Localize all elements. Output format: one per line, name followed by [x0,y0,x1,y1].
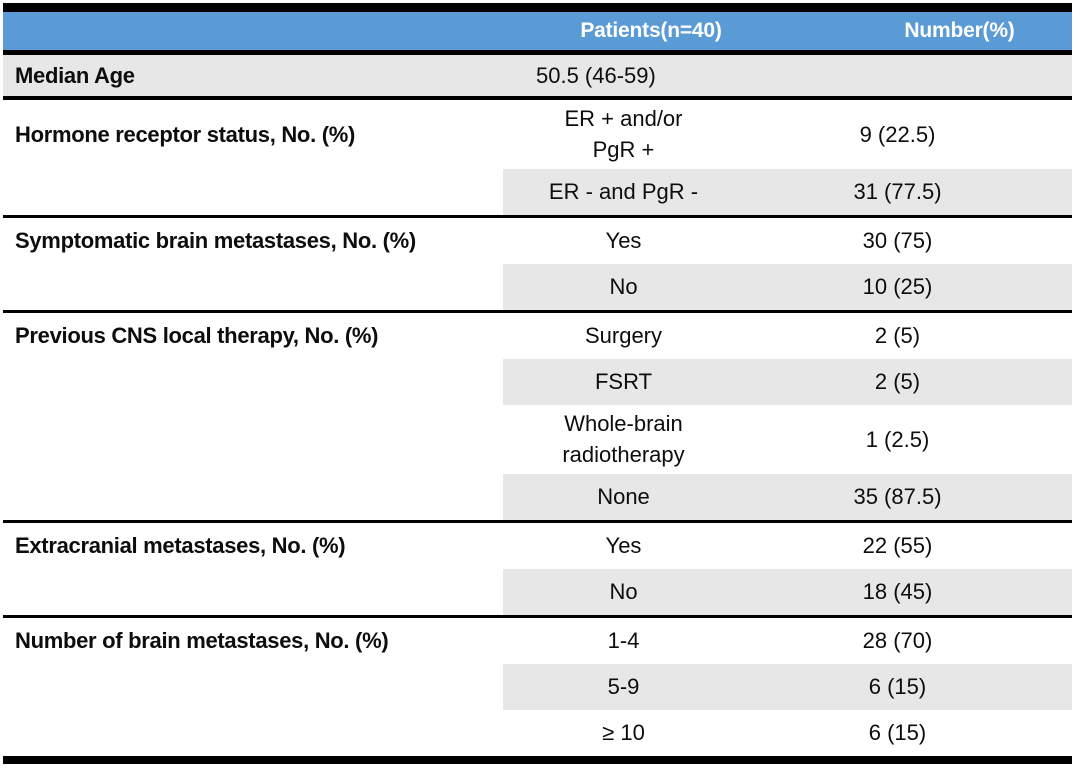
median-age-label: Median Age [15,62,135,88]
table-group: Number of brain metastases, No. (%) 1-4 28… [3,618,1072,756]
separator-below-header [3,50,1072,55]
number-cell: 18 (45) [862,579,933,604]
number-cell: 35 (87.5) [853,484,942,509]
header-cell-patients: Patients(n=40) [580,19,722,42]
separator-below-median [3,96,1072,100]
group-label-cell: Number of brain metastases, No. (%) [3,618,503,756]
number-cell: 6 (15) [868,720,927,745]
category-cell: Yes [605,227,642,253]
median-age-row: Median Age 50.5 (46-59) [3,55,1072,96]
category-cell: Yes [605,532,642,558]
category-cell: ER - and PgR - [548,178,699,204]
table-row: No 18 (45) [503,569,1072,615]
table-row: 5-9 6 (15) [503,664,1072,710]
number-cell: 30 (75) [862,228,933,253]
table-group: Symptomatic brain metastases, No. (%) Yes… [3,218,1072,310]
category-cell: No [609,578,638,604]
group-label: Hormone receptor status, No. (%) [15,121,356,147]
table-group: Previous CNS local therapy, No. (%) Surge… [3,313,1072,520]
group-label: Symptomatic brain metastases, No. (%) [15,228,416,253]
table-row: None 35 (87.5) [503,474,1072,520]
group-subrows: ER + and/or PgR + 9 (22.5) ER - and PgR - 3… [503,100,1072,215]
category-cell: ER + and/or PgR + [564,105,683,162]
table-row: No 10 (25) [503,264,1072,310]
table-row: ER - and PgR - 31 (77.5) [503,169,1072,215]
group-label-cell: Symptomatic brain metastases, No. (%) [3,218,503,310]
group-separator [3,520,1072,523]
table-group: Extracranial metastases, No. (%) Yes 22 (5… [3,523,1072,615]
patient-characteristics-table: Patients(n=40) Number(%) Median Age 50.5… [3,3,1072,764]
number-cell: 10 (25) [862,274,933,299]
group-label-cell: Extracranial metastases, No. (%) [3,523,503,615]
category-cell: No [609,273,638,299]
group-subrows: Yes 30 (75) No 10 (25) [503,218,1072,310]
number-cell: 22 (55) [862,533,933,558]
header-cell-number: Number(%) [904,19,1015,42]
group-label-cell: Hormone receptor status, No. (%) [3,100,503,215]
category-cell: 5-9 [607,673,640,699]
table-group: Hormone receptor status, No. (%) ER + and… [3,100,1072,215]
table-row: Yes 30 (75) [503,218,1072,264]
category-cell: FSRT [594,368,653,394]
number-cell: 2 (5) [874,369,921,394]
group-label-cell: Previous CNS local therapy, No. (%) [3,313,503,520]
group-separator [3,310,1072,313]
category-cell: Surgery [584,322,663,348]
category-cell: None [597,483,650,509]
group-label: Extracranial metastases, No. (%) [15,533,346,558]
table-row: ER + and/or PgR + 9 (22.5) [503,100,1072,169]
group-label: Previous CNS local therapy, No. (%) [15,323,379,348]
category-cell: ≥ 10 [602,719,645,745]
table-row: Whole-brain radiotherapy 1 (2.5) [503,405,1072,474]
number-cell: 2 (5) [874,323,921,348]
group-separator [3,615,1072,618]
table-row: 1-4 28 (70) [503,618,1072,664]
number-cell: 6 (15) [868,674,927,699]
median-age-value: 50.5 (46-59) [536,62,656,88]
number-cell: 28 (70) [862,628,933,653]
table-row: FSRT 2 (5) [503,359,1072,405]
table-row: ≥ 10 6 (15) [503,710,1072,756]
table-header-row: Patients(n=40) Number(%) [3,12,1072,50]
category-cell: 1-4 [607,627,640,653]
number-cell: 1 (2.5) [865,426,930,452]
number-cell: 31 (77.5) [853,179,942,204]
table-row: Surgery 2 (5) [503,313,1072,359]
group-separator [3,215,1072,218]
number-cell: 9 (22.5) [859,121,936,147]
table-body: Hormone receptor status, No. (%) ER + and… [3,100,1072,756]
category-cell: Whole-brain radiotherapy [562,410,685,467]
table-row: Yes 22 (55) [503,523,1072,569]
group-subrows: Yes 22 (55) No 18 (45) [503,523,1072,615]
group-label: Number of brain metastases, No. (%) [15,628,389,653]
group-subrows: 1-4 28 (70) 5-9 6 (15) ≥ 10 6 (15) [503,618,1072,756]
group-subrows: Surgery 2 (5) FSRT 2 (5) Whole-brain radioth… [503,313,1072,520]
